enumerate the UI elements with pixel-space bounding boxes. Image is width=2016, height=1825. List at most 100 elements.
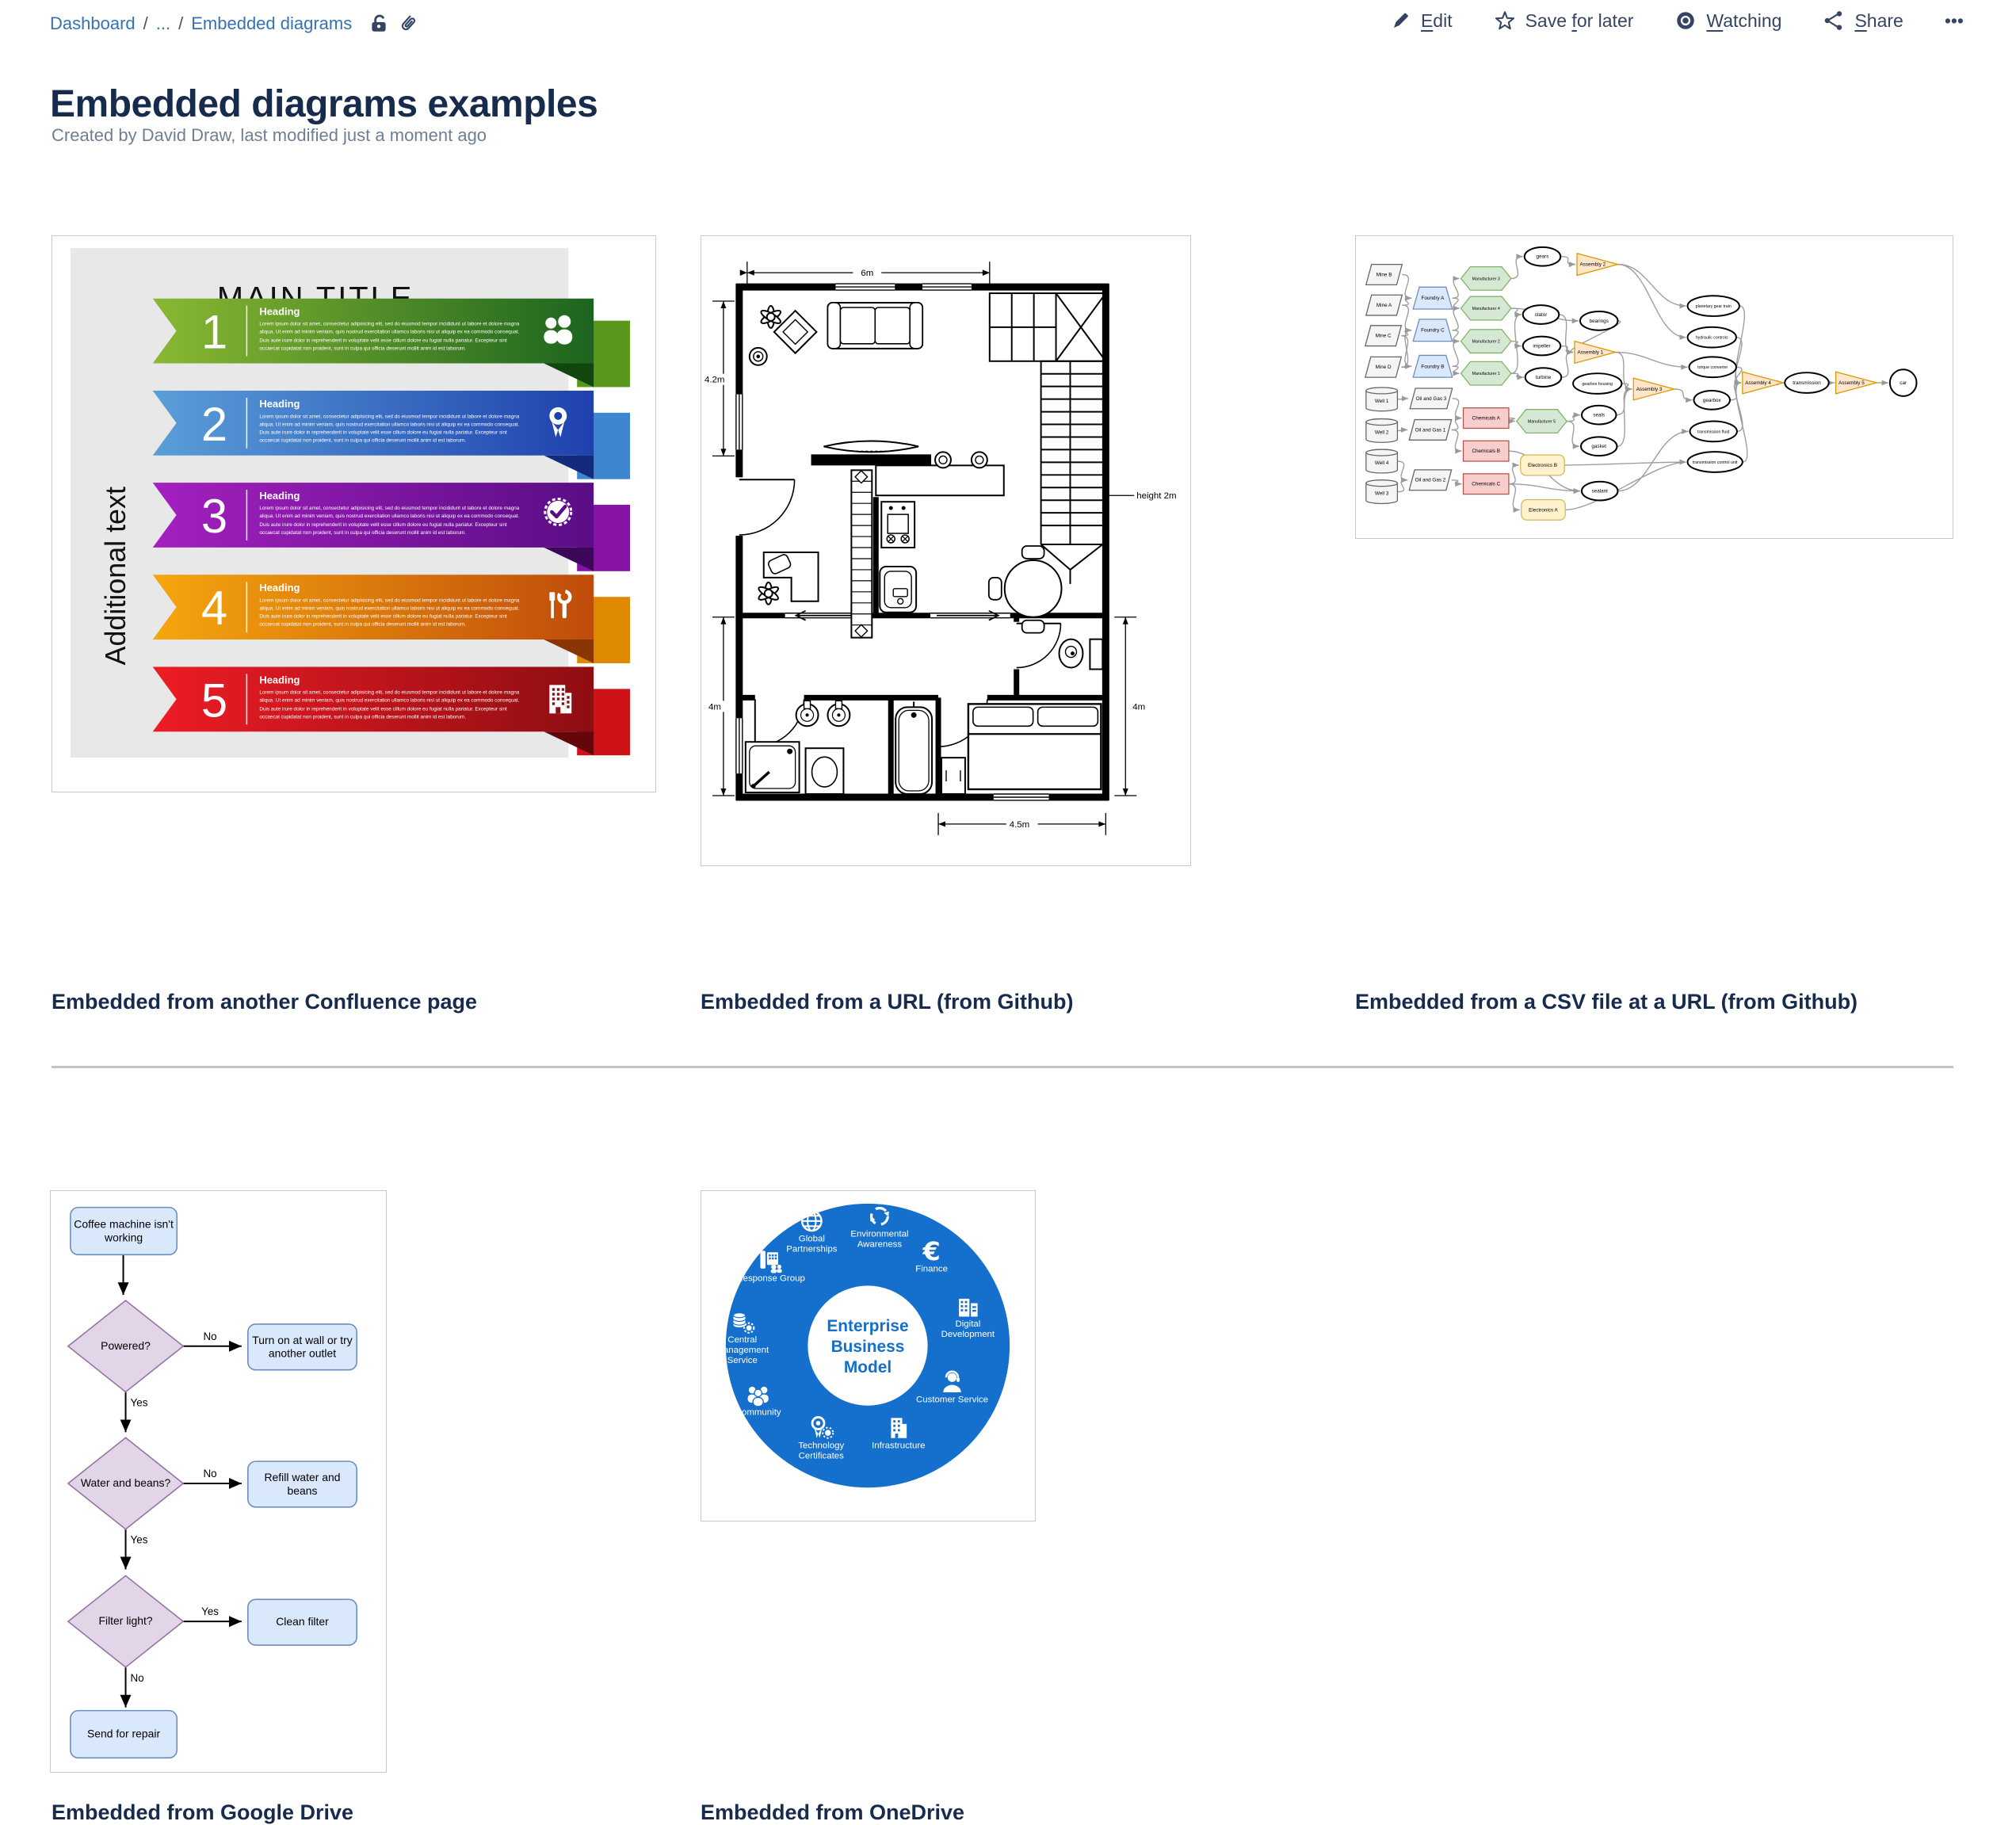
network-edge (1734, 380, 1748, 463)
network-node-well-3: Well 3 (1365, 479, 1399, 505)
network-edge (1402, 273, 1412, 301)
network-node-well-2: Well 2 (1365, 418, 1399, 443)
network-node-label: Assembly 2 (1579, 262, 1606, 268)
ribbon-heading: Heading (259, 398, 300, 410)
network-node-label: Chemicals B (1472, 449, 1500, 454)
network-node-planetary: planetary gear train (1686, 295, 1740, 317)
network-node-label: Assembly 3 (1636, 387, 1663, 392)
network-node-label: Well 2 (1375, 430, 1389, 435)
ebm-item: Global Partnerships (786, 1210, 837, 1254)
embedded-diagram-confluence[interactable]: MAIN TITLE Additional text 1 Heading Lorem… (52, 235, 656, 792)
network-node-label: gearbox (1703, 398, 1722, 403)
share-button[interactable]: Share (1823, 10, 1903, 32)
network-node-foundry-a: Foundry A (1412, 286, 1453, 310)
network-node-label: Assembly 4 (1745, 380, 1771, 386)
svg-text:4m: 4m (1132, 702, 1145, 712)
unlock-icon[interactable] (368, 13, 390, 35)
ribbon-row-1: 1 Heading Lorem ipsum dolor sit amet, cons… (152, 298, 631, 388)
ribbon-lorem-text: Lorem ipsum dolor sit amet, consectetur … (259, 321, 520, 352)
flow-nodes: Coffee machine isn't working Powered? Tu… (67, 1206, 357, 1759)
network-node-label: Mine A (1376, 303, 1392, 308)
infographic-diagram: MAIN TITLE Additional text 1 HeadingLorem… (71, 247, 631, 758)
network-node-mfr-3: Manufacturer 3 (1460, 265, 1512, 291)
network-node-hydraulic: hydraulic controls (1686, 326, 1737, 349)
network-edge (1452, 365, 1460, 376)
more-button[interactable]: ••• (1945, 10, 1964, 32)
network-edge (1510, 311, 1522, 374)
network-node-label: transmission fluid (1697, 430, 1730, 434)
network-node-label: Manufacturer 3 (1472, 277, 1500, 281)
ebm-item: Central Management Service (716, 1311, 769, 1366)
ebm-item-label: Finance (915, 1264, 948, 1274)
embedded-diagram-gdrive[interactable]: No Yes No Yes Yes No Coffee machine isn'… (50, 1190, 387, 1773)
closet (988, 292, 1107, 362)
breadcrumb-ellipsis[interactable]: ... (155, 13, 171, 33)
network-node-mfr-1: Manufacturer 1 (1460, 361, 1512, 386)
network-node-label: seals (1593, 413, 1605, 418)
network-edge (1397, 477, 1408, 493)
ebm-item-label: Infrastructure (872, 1441, 926, 1451)
svg-text:Enterprise: Enterprise (827, 1317, 908, 1335)
ribbon-heading: Heading (259, 674, 300, 685)
svg-text:No: No (131, 1672, 144, 1684)
sliding-doors (785, 609, 1010, 621)
network-edge (1451, 415, 1462, 431)
network-node-label: Mine C (1376, 334, 1392, 339)
flow-action-refill (247, 1460, 357, 1508)
network-node-label: torque converter (1697, 365, 1728, 370)
embedded-diagram-csv[interactable]: Mine B Mine A Mine C Mine D Well 1 Well 2 Well… (1355, 235, 1953, 539)
network-node-label: gasket (1591, 444, 1606, 449)
network-edge (1510, 254, 1523, 280)
kitchen (811, 440, 1005, 639)
svg-text:Business: Business (831, 1338, 905, 1356)
paperclip-icon[interactable] (396, 13, 418, 35)
network-edge (1401, 363, 1412, 369)
network-node-trans-fluid: transmission fluid (1689, 420, 1738, 443)
svg-text:Yes: Yes (131, 1396, 148, 1408)
network-node-label: stator (1535, 312, 1548, 318)
network-edge (1615, 351, 1688, 370)
network-node-well-4: Well 4 (1365, 449, 1399, 474)
breadcrumb-current[interactable]: Embedded diagrams (191, 13, 353, 33)
dimensions: 6m 4.2m 4m 4m (702, 262, 1177, 835)
network-edge (1508, 462, 1519, 485)
network-edge (1452, 338, 1460, 367)
byline: Created by David Draw, last modified jus… (52, 125, 487, 145)
ebm-item: Digital Development (941, 1298, 995, 1339)
flow-decision-filter (67, 1575, 185, 1668)
network-edge (1567, 420, 1580, 449)
edit-button[interactable]: Edit (1391, 10, 1453, 32)
breadcrumb-dashboard[interactable]: Dashboard (50, 13, 136, 33)
network-edge (1451, 479, 1462, 487)
network-edge (1617, 386, 1632, 447)
euro-icon (922, 1237, 941, 1265)
embedded-diagram-url[interactable]: 6m 4.2m 4m 4m (701, 235, 1191, 866)
breadcrumb-separator: / (143, 13, 148, 33)
network-node-assembly-3: Assembly 3 (1632, 377, 1677, 401)
svg-text:Yes: Yes (131, 1534, 148, 1546)
network-node-label: Electronics B (1528, 463, 1557, 468)
save-for-later-button[interactable]: Save for later (1494, 10, 1633, 32)
network-node-mine-a: Mine A (1365, 294, 1403, 316)
network-edge (1452, 398, 1462, 422)
ebm-item: Customer Service (916, 1370, 988, 1405)
ebm-item: Response Group (736, 1250, 805, 1283)
ebm-item-label: Central Management Service (716, 1335, 769, 1366)
network-node-torque: torque converter (1688, 356, 1737, 379)
ribbon-number: 4 (201, 582, 227, 635)
flow-decision-powered (67, 1300, 185, 1393)
section-divider (52, 1066, 1953, 1068)
entry-door (733, 477, 796, 536)
network-node-sealant: sealant (1580, 480, 1619, 502)
watching-button[interactable]: Watching (1674, 10, 1781, 32)
ebm-item-label: Community (735, 1407, 781, 1418)
living-furniture (748, 302, 924, 366)
network-edge (1508, 483, 1520, 513)
network-node-label: Mine B (1376, 272, 1392, 277)
flow-edge-labels: No Yes No Yes Yes No (131, 1331, 220, 1684)
network-node-label: Mine D (1376, 365, 1392, 370)
network-node-label: Well 4 (1375, 460, 1389, 466)
ebm-item: Community (735, 1386, 781, 1418)
network-node-label: Oil and Gas 3 (1416, 396, 1447, 402)
embedded-diagram-onedrive[interactable]: € (701, 1190, 1036, 1521)
